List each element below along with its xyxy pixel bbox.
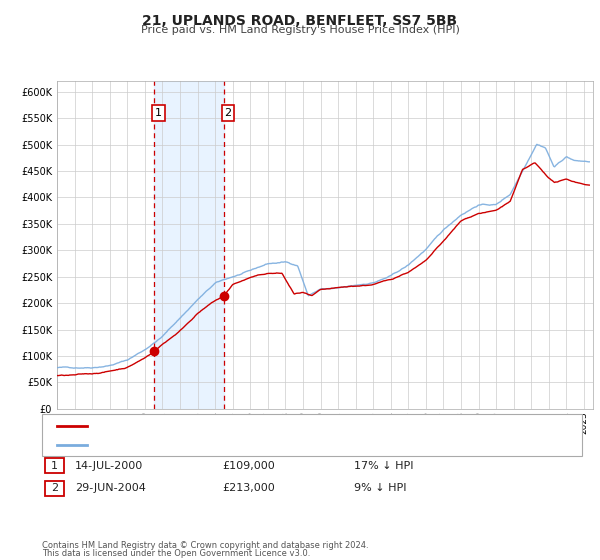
Text: HPI: Average price, detached house, Castle Point: HPI: Average price, detached house, Cast… xyxy=(93,440,332,450)
Text: 9% ↓ HPI: 9% ↓ HPI xyxy=(354,483,407,493)
Text: £109,000: £109,000 xyxy=(222,461,275,471)
Bar xyxy=(154,81,224,409)
Text: This data is licensed under the Open Government Licence v3.0.: This data is licensed under the Open Gov… xyxy=(42,549,310,558)
Text: 1: 1 xyxy=(51,461,58,471)
Text: Price paid vs. HM Land Registry's House Price Index (HPI): Price paid vs. HM Land Registry's House … xyxy=(140,25,460,35)
Text: 2: 2 xyxy=(224,108,232,118)
Text: Contains HM Land Registry data © Crown copyright and database right 2024.: Contains HM Land Registry data © Crown c… xyxy=(42,542,368,550)
Text: 29-JUN-2004: 29-JUN-2004 xyxy=(75,483,146,493)
Text: 14-JUL-2000: 14-JUL-2000 xyxy=(75,461,143,471)
Text: 21, UPLANDS ROAD, BENFLEET, SS7 5BB (detached house): 21, UPLANDS ROAD, BENFLEET, SS7 5BB (det… xyxy=(93,421,383,431)
Text: 17% ↓ HPI: 17% ↓ HPI xyxy=(354,461,413,471)
Text: 1: 1 xyxy=(155,108,162,118)
Text: £213,000: £213,000 xyxy=(222,483,275,493)
Text: 21, UPLANDS ROAD, BENFLEET, SS7 5BB: 21, UPLANDS ROAD, BENFLEET, SS7 5BB xyxy=(142,14,458,28)
Text: 2: 2 xyxy=(51,483,58,493)
